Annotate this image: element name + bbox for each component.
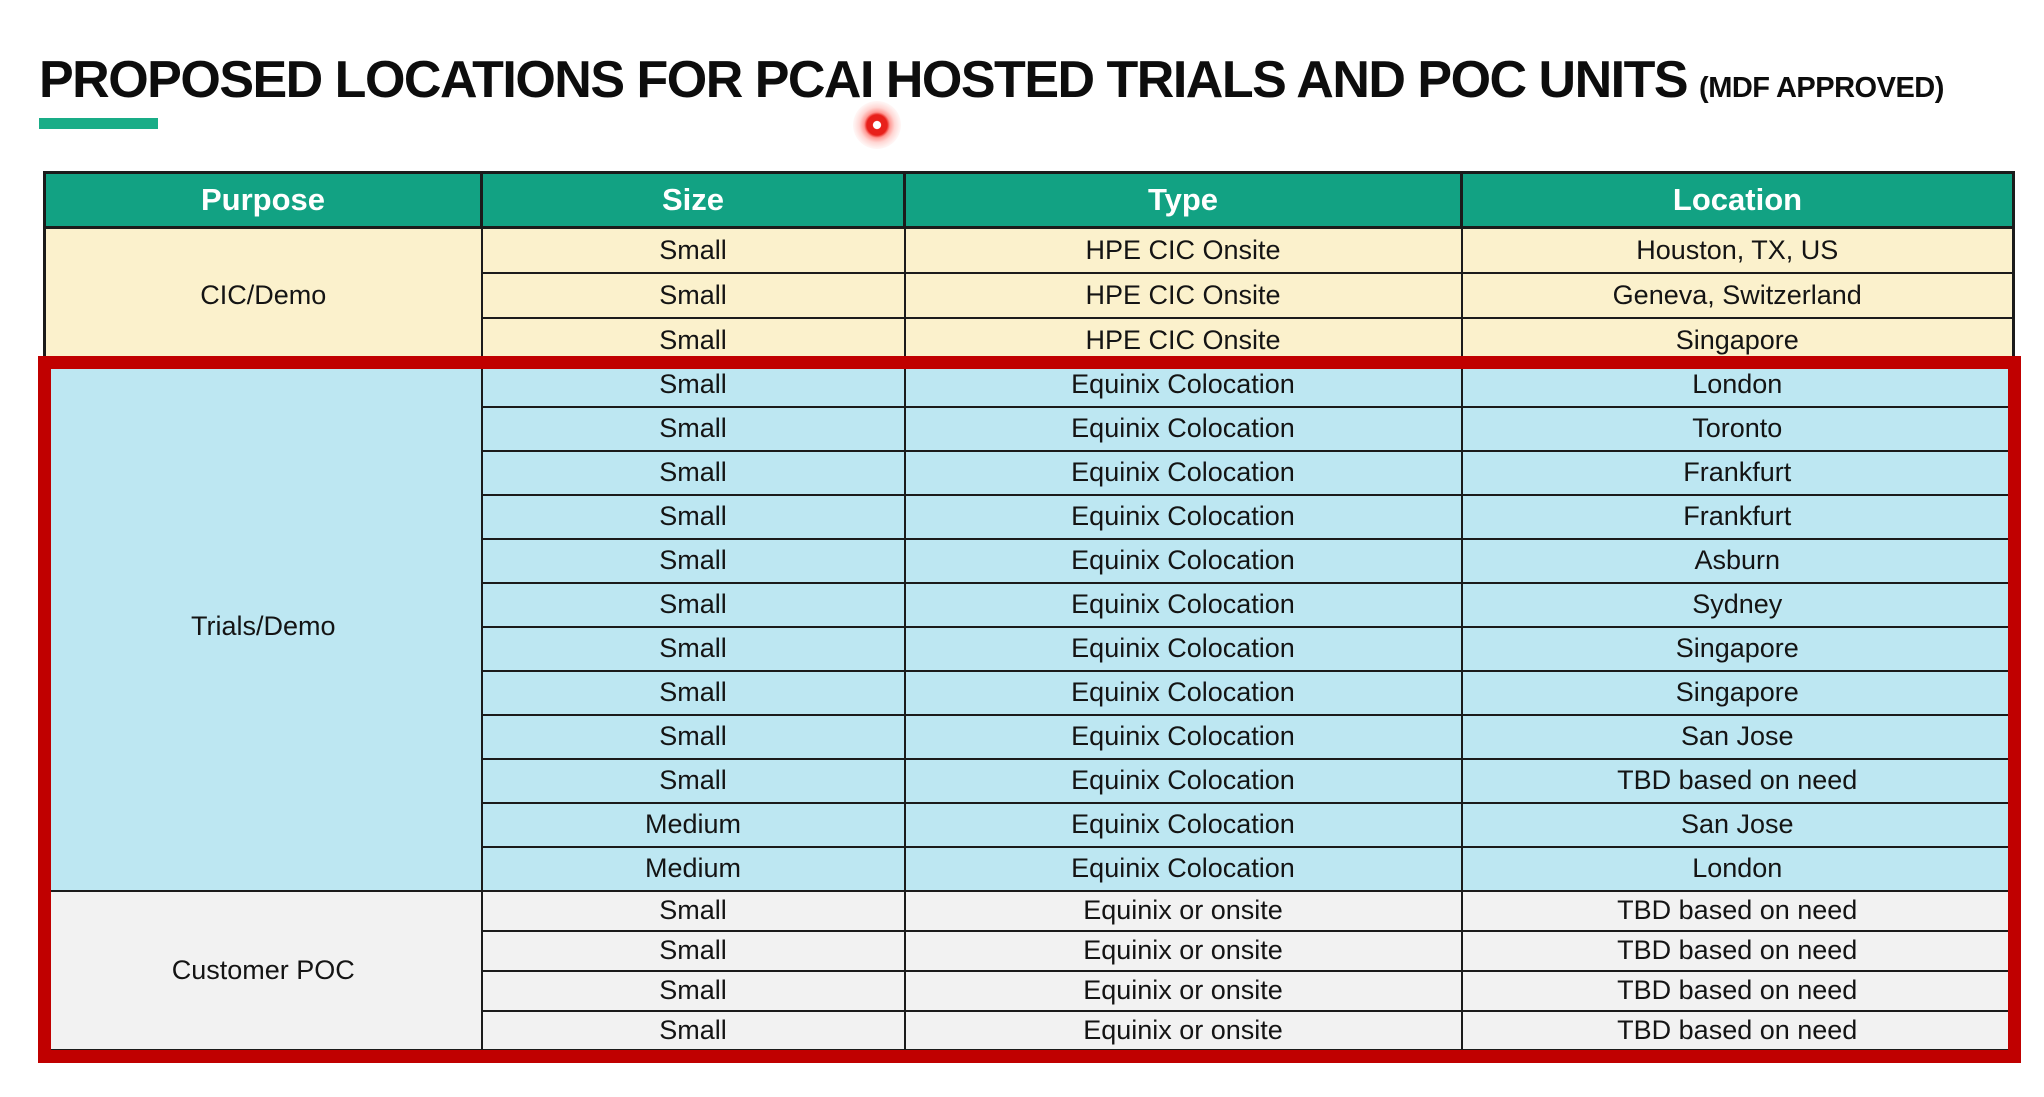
table-row: Small Equinix Colocation Singapore [45,625,2015,672]
location-cell: Frankfurt [1460,493,2015,540]
table-row: Small Equinix or onsite TBD based on need [45,969,2015,1012]
size-cell: Small [480,405,906,452]
location-cell: Singapore [1460,625,2015,672]
location-cell: Geneva, Switzerland [1460,271,2015,319]
type-cell: Equinix or onsite [903,969,1463,1012]
type-cell: Equinix or onsite [903,889,1463,932]
location-cell: Asburn [1460,537,2015,584]
table-row: Small Equinix Colocation Sydney [45,581,2015,628]
size-cell: Small [480,449,906,496]
type-cell: Equinix Colocation [903,405,1463,452]
purpose-cell: Customer POC [43,889,483,1052]
table-row: Small Equinix or onsite TBD based on need [45,1009,2015,1052]
table-row: Small Equinix or onsite TBD based on need [45,929,2015,972]
table-header-row: Purpose Size Type Location [43,171,2015,229]
location-cell: Singapore [1460,316,2015,364]
size-cell: Small [480,929,906,972]
location-cell: Sydney [1460,581,2015,628]
title-underline-bar [39,118,158,129]
size-cell: Small [480,361,906,408]
type-cell: Equinix or onsite [903,929,1463,972]
table-row: Small Equinix Colocation Asburn [45,537,2015,584]
type-cell: Equinix Colocation [903,493,1463,540]
type-cell: Equinix Colocation [903,361,1463,408]
size-cell: Medium [480,845,906,892]
table-row: Customer POC Small Equinix or onsite TBD ba… [43,889,2015,1052]
size-cell: Small [480,537,906,584]
location-cell: Frankfurt [1460,449,2015,496]
column-header-type: Type [903,171,1463,229]
size-cell: Small [480,316,906,364]
location-cell: TBD based on need [1460,1009,2015,1052]
location-cell: Toronto [1460,405,2015,452]
table-row: Medium Equinix Colocation San Jose [45,801,2015,848]
type-cell: HPE CIC Onsite [903,226,1463,274]
table-body: CIC/Demo Small HPE CIC Onsite Houston, TX, … [43,226,2015,1052]
location-cell: San Jose [1460,713,2015,760]
location-cell: Houston, TX, US [1460,226,2015,274]
location-cell: San Jose [1460,801,2015,848]
column-header-purpose: Purpose [43,171,483,229]
size-cell: Small [480,713,906,760]
size-cell: Small [480,271,906,319]
type-cell: HPE CIC Onsite [903,316,1463,364]
type-cell: Equinix Colocation [903,625,1463,672]
type-cell: Equinix Colocation [903,669,1463,716]
location-cell: London [1460,361,2015,408]
type-cell: Equinix Colocation [903,713,1463,760]
table-row: Medium Equinix Colocation London [45,845,2015,892]
size-cell: Small [480,1009,906,1052]
page-title-suffix: (MDF APPROVED) [1699,72,1944,104]
size-cell: Medium [480,801,906,848]
location-cell: London [1460,845,2015,892]
type-cell: Equinix Colocation [903,845,1463,892]
column-header-size: Size [480,171,906,229]
table-row: Small Equinix Colocation San Jose [45,713,2015,760]
location-cell: Singapore [1460,669,2015,716]
purpose-cell: Trials/Demo [43,361,483,892]
locations-table: Purpose Size Type Location CIC/Demo Small… [43,171,2015,1052]
location-cell: TBD based on need [1460,929,2015,972]
size-cell: Small [480,493,906,540]
table-row: Trials/Demo Small Equinix Colocation London [43,361,2015,892]
size-cell: Small [480,757,906,804]
page-title: PROPOSED LOCATIONS FOR PCAI HOSTED TRIAL… [39,54,1944,106]
type-cell: Equinix Colocation [903,449,1463,496]
table-row: CIC/Demo Small HPE CIC Onsite Houston, TX, … [43,226,2015,364]
type-cell: HPE CIC Onsite [903,271,1463,319]
table-row: Small HPE CIC Onsite Geneva, Switzerland [45,271,2015,319]
size-cell: Small [480,226,906,274]
table-row: Small Equinix Colocation Frankfurt [45,493,2015,540]
type-cell: Equinix Colocation [903,757,1463,804]
type-cell: Equinix Colocation [903,537,1463,584]
table-header: Purpose Size Type Location [43,171,2015,229]
size-cell: Small [480,625,906,672]
location-cell: TBD based on need [1460,969,2015,1012]
page-title-main: PROPOSED LOCATIONS FOR PCAI HOSTED TRIAL… [39,51,1689,109]
location-cell: TBD based on need [1460,889,2015,932]
table-row: Small Equinix Colocation Toronto [45,405,2015,452]
location-cell: TBD based on need [1460,757,2015,804]
size-cell: Small [480,889,906,932]
type-cell: Equinix Colocation [903,801,1463,848]
column-header-location: Location [1460,171,2015,229]
table-row: Small Equinix Colocation TBD based on need [45,757,2015,804]
purpose-cell: CIC/Demo [43,226,483,364]
type-cell: Equinix Colocation [903,581,1463,628]
table-row: Small Equinix Colocation Frankfurt [45,449,2015,496]
size-cell: Small [480,581,906,628]
size-cell: Small [480,969,906,1012]
table-row: Small Equinix Colocation Singapore [45,669,2015,716]
type-cell: Equinix or onsite [903,1009,1463,1052]
size-cell: Small [480,669,906,716]
